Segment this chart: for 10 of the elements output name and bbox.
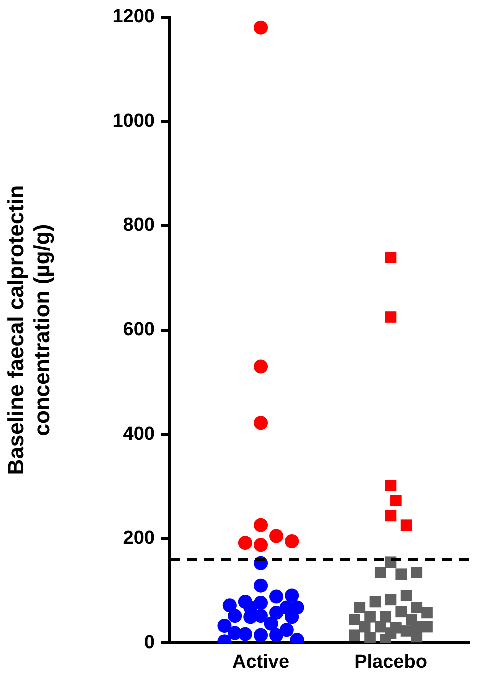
y-tick-label: 0 xyxy=(144,632,155,654)
y-tick-label: 400 xyxy=(123,424,155,445)
y-tick-label: 1200 xyxy=(112,6,155,28)
y-tick-label: 600 xyxy=(123,320,155,341)
x-tick-label: Active xyxy=(232,652,290,673)
y-tick-label: 200 xyxy=(123,528,155,550)
y-tick-label: 800 xyxy=(123,215,155,236)
x-tick-label: Placebo xyxy=(354,652,428,673)
y-tick-label: 1000 xyxy=(112,110,155,132)
y-axis-title: Baseline faecal calprotectin concentration (µg/g) xyxy=(3,185,55,476)
